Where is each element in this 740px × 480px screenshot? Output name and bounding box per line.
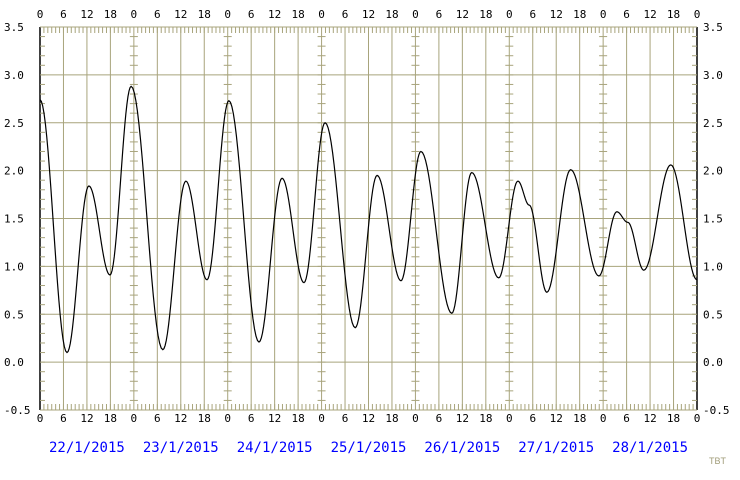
x-tick-label-bottom: 18 [104,412,117,425]
x-tick-label-bottom: 0 [412,412,419,425]
x-tick-label-top: 0 [318,8,325,21]
date-label: 22/1/2015 [49,440,125,456]
x-tick-label-top: 6 [623,8,630,21]
x-tick-label-bottom: 12 [174,412,187,425]
y-tick-label-right: 2.5 [703,117,723,130]
x-tick-label-top: 18 [479,8,492,21]
tick-labels: 3.5 3.5 3.0 3.0 2.5 2.5 2.0 2.0 1.5 1.5 1.0 1.0 0.5 0… [4,8,730,456]
x-tick-label-bottom: 12 [362,412,375,425]
x-tick-label-bottom: 0 [506,412,513,425]
x-tick-label-bottom: 6 [248,412,255,425]
x-tick-label-top: 6 [248,8,255,21]
y-tick-label-left: 2.0 [4,165,24,178]
x-tick-label-top: 18 [292,8,305,21]
date-label: 26/1/2015 [424,440,500,456]
x-tick-label-top: 12 [362,8,375,21]
x-tick-label-bottom: 0 [318,412,325,425]
x-tick-label-top: 18 [573,8,586,21]
x-tick-label-top: 12 [174,8,187,21]
x-tick-label-top: 18 [667,8,680,21]
x-tick-label-bottom: 0 [694,412,701,425]
y-tick-label-right: 1.0 [703,260,723,273]
x-tick-label-top: 12 [643,8,656,21]
y-tick-label-left: 3.0 [4,69,24,82]
y-tick-label-right: 2.0 [703,165,723,178]
x-tick-label-top: 18 [104,8,117,21]
x-tick-label-bottom: 18 [479,412,492,425]
x-tick-label-top: 0 [600,8,607,21]
x-tick-label-bottom: 6 [529,412,536,425]
x-tick-label-bottom: 6 [342,412,349,425]
date-label: 27/1/2015 [518,440,594,456]
x-tick-label-top: 0 [224,8,231,21]
x-tick-label-bottom: 0 [600,412,607,425]
y-tick-label-left: 1.0 [4,260,24,273]
x-tick-label-top: 6 [436,8,443,21]
series-line [39,85,698,354]
x-tick-label-bottom: 12 [268,412,281,425]
date-label: 28/1/2015 [612,440,688,456]
axes [39,26,698,411]
x-tick-label-top: 6 [60,8,67,21]
x-tick-label-bottom: 12 [643,412,656,425]
x-tick-label-bottom: 6 [60,412,67,425]
y-tick-label-right: 3.0 [703,69,723,82]
x-tick-label-top: 6 [342,8,349,21]
x-tick-label-top: 0 [412,8,419,21]
y-tick-label-left: 0.5 [4,308,24,321]
x-tick-label-top: 6 [154,8,161,21]
x-tick-label-bottom: 0 [37,412,44,425]
y-tick-label-right: 3.5 [703,21,723,34]
x-tick-label-top: 12 [456,8,469,21]
x-tick-label-bottom: 12 [550,412,563,425]
x-tick-label-bottom: 18 [667,412,680,425]
y-tick-label-right: 0.5 [703,308,723,321]
x-tick-label-bottom: 0 [224,412,231,425]
x-tick-label-top: 0 [694,8,701,21]
y-tick-label-left: 0.0 [4,356,24,369]
x-tick-label-bottom: 12 [456,412,469,425]
credit: TBT [709,456,727,466]
date-label: 24/1/2015 [237,440,313,456]
x-tick-label-bottom: 0 [131,412,138,425]
x-tick-label-bottom: 18 [385,412,398,425]
x-tick-label-top: 12 [268,8,281,21]
date-label: 23/1/2015 [143,440,219,456]
x-tick-label-bottom: 18 [292,412,305,425]
y-tick-label-left: 2.5 [4,117,24,130]
x-tick-label-bottom: 18 [573,412,586,425]
x-tick-label-top: 0 [131,8,138,21]
x-tick-label-top: 12 [80,8,93,21]
y-tick-label-right: -0.5 [703,404,730,417]
x-tick-label-top: 0 [506,8,513,21]
x-tick-label-bottom: 6 [436,412,443,425]
x-tick-label-top: 0 [37,8,44,21]
grid [40,26,697,411]
y-tick-label-right: 0.0 [703,356,723,369]
x-tick-label-bottom: 6 [154,412,161,425]
x-tick-label-top: 18 [198,8,211,21]
x-tick-label-bottom: 6 [623,412,630,425]
y-tick-label-left: 1.5 [4,213,24,226]
x-tick-label-top: 18 [385,8,398,21]
y-tick-label-left: -0.5 [4,404,31,417]
x-tick-label-bottom: 12 [80,412,93,425]
x-tick-label-top: 6 [529,8,536,21]
x-tick-label-bottom: 18 [198,412,211,425]
y-tick-label-right: 1.5 [703,213,723,226]
y-tick-label-left: 3.5 [4,21,24,34]
date-label: 25/1/2015 [331,440,407,456]
x-tick-label-top: 12 [550,8,563,21]
